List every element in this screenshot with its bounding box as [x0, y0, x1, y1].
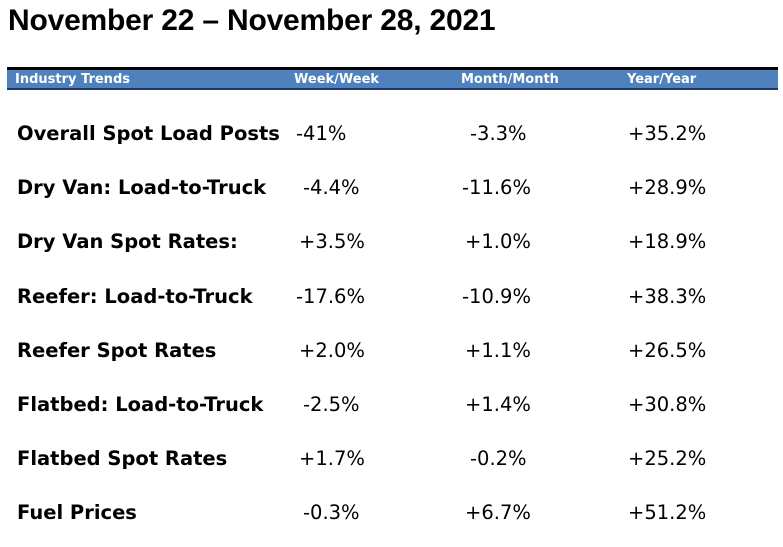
row-label: Reefer Spot Rates	[17, 339, 217, 362]
year-value: +18.9%	[628, 230, 707, 253]
year-value: +26.5%	[628, 339, 707, 362]
week-value: -4.4%	[303, 176, 360, 199]
month-value: -3.3%	[470, 122, 527, 145]
month-value: +6.7%	[465, 501, 531, 524]
row-label: Dry Van Spot Rates:	[17, 230, 238, 253]
month-value: +1.4%	[465, 393, 531, 416]
table-row: Dry Van: Load-to-Truck -4.4% -11.6% +28.…	[0, 176, 783, 206]
row-label: Flatbed: Load-to-Truck	[17, 393, 264, 416]
week-value: -17.6%	[296, 285, 365, 308]
table-row: Flatbed Spot Rates +1.7% -0.2% +25.2%	[0, 447, 783, 477]
table-header: Industry Trends Week/Week Month/Month Ye…	[7, 67, 778, 90]
year-value: +51.2%	[628, 501, 707, 524]
table-row: Reefer: Load-to-Truck -17.6% -10.9% +38.…	[0, 285, 783, 315]
week-value: +1.7%	[299, 447, 365, 470]
month-value: -10.9%	[462, 285, 531, 308]
week-value: +3.5%	[299, 230, 365, 253]
header-industry-trends: Industry Trends	[15, 72, 130, 87]
week-value: -41%	[296, 122, 347, 145]
page-title: November 22 – November 28, 2021	[8, 4, 496, 37]
table-row: Reefer Spot Rates +2.0% +1.1% +26.5%	[0, 339, 783, 369]
year-value: +35.2%	[628, 122, 707, 145]
year-value: +30.8%	[628, 393, 707, 416]
row-label: Reefer: Load-to-Truck	[17, 285, 253, 308]
row-label: Dry Van: Load-to-Truck	[17, 176, 267, 199]
year-value: +25.2%	[628, 447, 707, 470]
month-value: -0.2%	[470, 447, 527, 470]
header-year-year: Year/Year	[627, 72, 697, 87]
row-label: Overall Spot Load Posts	[17, 122, 280, 145]
table-row: Overall Spot Load Posts -41% -3.3% +35.2…	[0, 122, 783, 152]
header-month-month: Month/Month	[461, 72, 559, 87]
month-value: +1.1%	[465, 339, 531, 362]
row-label: Fuel Prices	[17, 501, 137, 524]
week-value: -0.3%	[303, 501, 360, 524]
year-value: +28.9%	[628, 176, 707, 199]
year-value: +38.3%	[628, 285, 707, 308]
table-row: Flatbed: Load-to-Truck -2.5% +1.4% +30.8…	[0, 393, 783, 423]
row-label: Flatbed Spot Rates	[17, 447, 228, 470]
table-row: Fuel Prices -0.3% +6.7% +51.2%	[0, 501, 783, 531]
week-value: +2.0%	[299, 339, 365, 362]
week-value: -2.5%	[303, 393, 360, 416]
month-value: +1.0%	[465, 230, 531, 253]
header-week-week: Week/Week	[294, 72, 380, 87]
table-row: Dry Van Spot Rates: +3.5% +1.0% +18.9%	[0, 230, 783, 260]
month-value: -11.6%	[462, 176, 531, 199]
